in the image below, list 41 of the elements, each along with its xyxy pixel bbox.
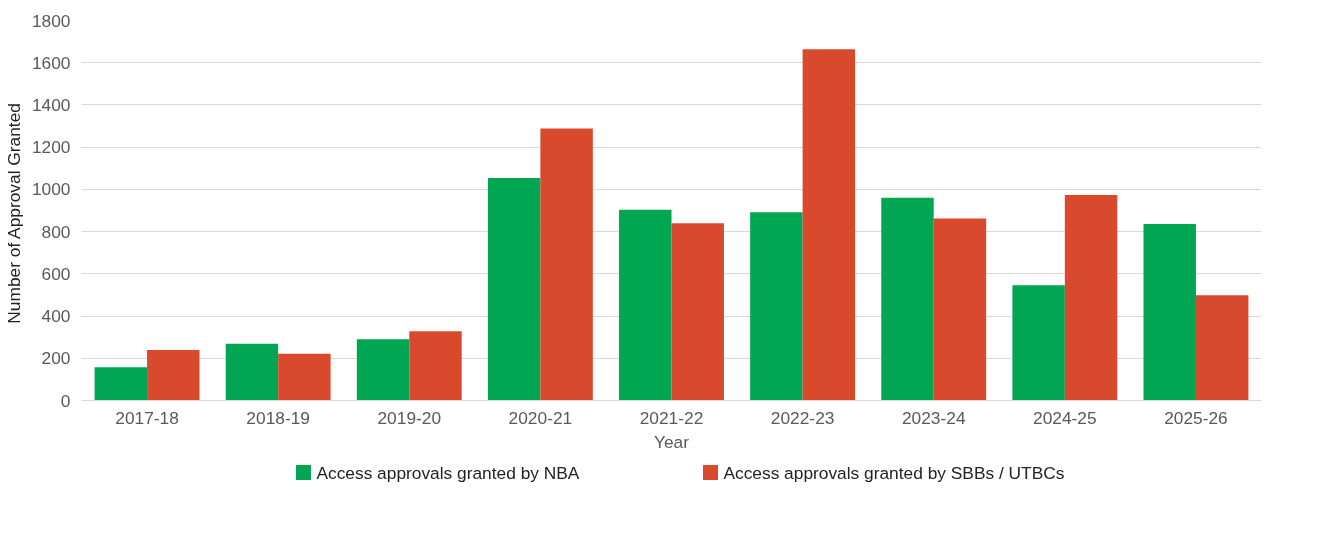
y-tick-label: 1600	[31, 52, 71, 73]
bar	[278, 353, 331, 401]
bar	[1012, 285, 1065, 401]
y-tick-label: 0	[60, 390, 71, 411]
y-tick-label: 1200	[31, 137, 71, 158]
bar	[881, 197, 934, 401]
y-tick-label: 1800	[31, 10, 71, 31]
x-axis-title: Year	[653, 431, 690, 452]
bar	[225, 343, 279, 401]
bar	[802, 49, 856, 401]
x-tick-label: 2020-21	[508, 407, 573, 428]
y-tick-label: 600	[41, 263, 71, 284]
x-tick-label: 2023-24	[901, 407, 966, 428]
bar	[619, 209, 672, 401]
x-tick-label: 2018-19	[246, 407, 310, 428]
bar	[356, 339, 410, 401]
x-tick-label: 2017-18	[115, 407, 179, 428]
y-tick-label: 400	[41, 306, 71, 327]
x-tick-label: 2024-25	[1033, 407, 1097, 428]
y-axis-title: Number of Approval Granted	[3, 103, 24, 324]
legend-label: Access approvals granted by NBA	[316, 462, 580, 483]
y-tick-label: 1400	[31, 94, 71, 115]
x-tick-label: 2021-22	[639, 407, 704, 428]
x-tick-label: 2025-26	[1164, 407, 1228, 428]
bar	[94, 367, 148, 401]
bar	[540, 128, 593, 401]
y-tick-label: 800	[41, 221, 71, 242]
bar	[1064, 195, 1118, 401]
y-tick-label: 1000	[31, 179, 71, 200]
bar	[1195, 295, 1249, 401]
x-tick-label: 2019-20	[377, 407, 442, 428]
y-tick-label: 200	[41, 348, 71, 369]
bar	[750, 212, 803, 401]
legend-label: Access approvals granted by SBBs / UTBCs	[723, 462, 1065, 483]
bar	[933, 218, 987, 401]
bar	[671, 223, 724, 401]
x-tick-label: 2022-23	[770, 407, 835, 428]
bar	[409, 331, 462, 401]
bar	[1143, 224, 1196, 401]
bar	[487, 177, 541, 401]
bar	[147, 350, 200, 401]
